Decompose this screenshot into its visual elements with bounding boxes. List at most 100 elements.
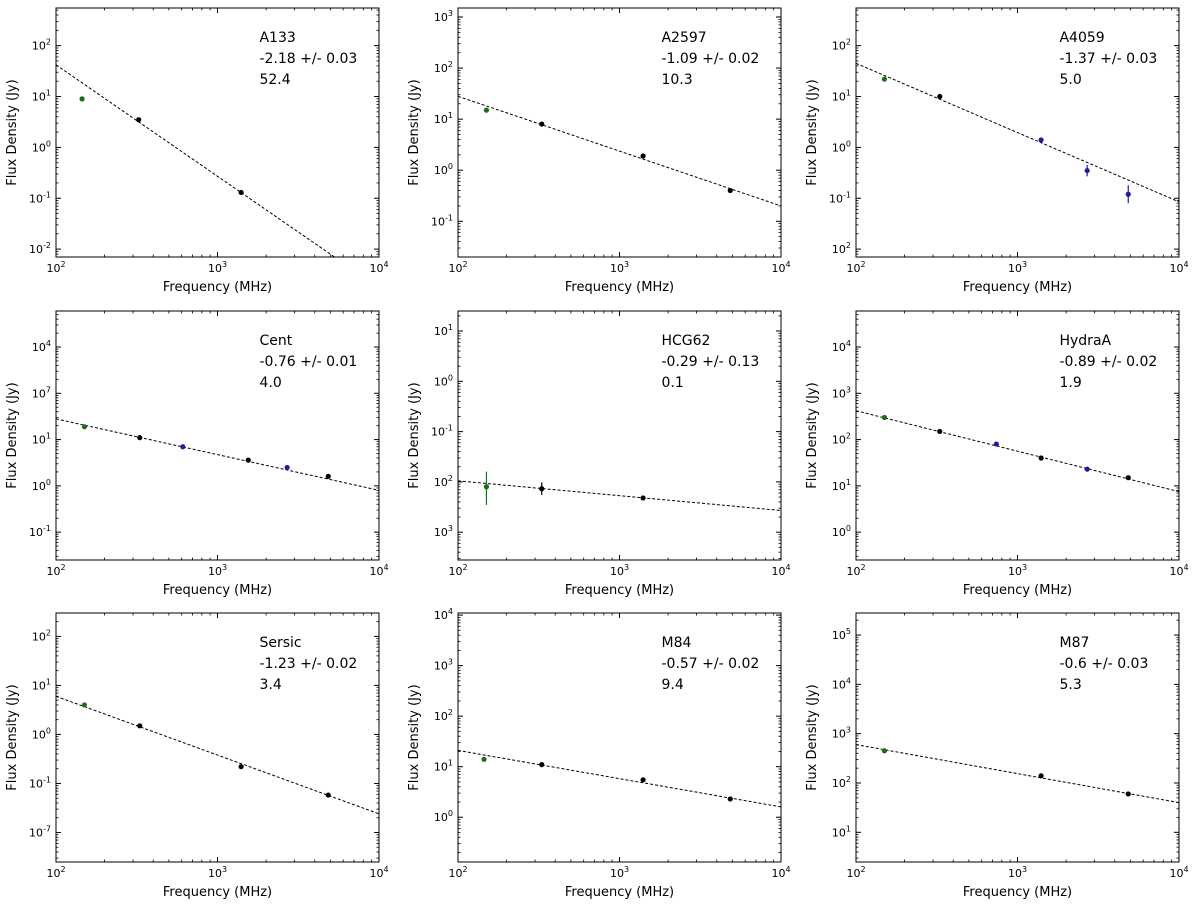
y-tick-exp: 0 [448, 162, 453, 171]
x-tick-label: 102 [46, 563, 65, 578]
y-tick-label: 100 [32, 139, 51, 154]
data-point [539, 761, 545, 768]
x-tick-base: 10 [846, 565, 860, 578]
x-tick-exp: 4 [1183, 865, 1188, 874]
x-tick-exp: 2 [60, 260, 65, 269]
x-axis-label: Frequency (MHz) [963, 280, 1072, 295]
y-tick-exp: 1 [846, 89, 851, 98]
fit-statistic: 0.1 [661, 375, 683, 391]
x-tick-base: 10 [846, 262, 860, 275]
y-tick-exp: 1 [846, 824, 851, 833]
y-axis-label: Flux Density (Jy) [805, 684, 820, 790]
y-tick-label: 10-1 [29, 524, 51, 539]
y-tick-label: 10-1 [829, 190, 851, 205]
y-tick-base: 10 [434, 526, 448, 539]
y-tick-base: 10 [32, 341, 46, 354]
x-tick-label: 104 [771, 260, 790, 275]
y-tick-base: 10 [32, 679, 46, 692]
x-tick-exp: 2 [860, 260, 865, 269]
y-tick-base: 10 [832, 728, 846, 741]
x-tick-base: 10 [1169, 262, 1183, 275]
cluster-name: A133 [259, 30, 295, 46]
y-tick-exp: -1 [843, 190, 851, 199]
y-tick-label: 102 [832, 775, 851, 790]
y-tick-exp: 3 [448, 524, 453, 533]
y-tick-label: 10-1 [431, 424, 453, 439]
x-tick-base: 10 [369, 867, 383, 880]
data-point [881, 76, 888, 82]
y-tick-base: 10 [434, 476, 448, 489]
fit-statistic: 1.9 [1059, 375, 1081, 391]
y-tick-exp: 0 [846, 524, 851, 533]
data-point [539, 486, 545, 492]
x-tick-label: 102 [448, 563, 467, 578]
y-tick-base: 10 [434, 609, 448, 622]
y-tick-exp: 2 [846, 241, 851, 250]
data-point [1125, 475, 1131, 481]
x-tick-label: 104 [1169, 563, 1188, 578]
y-tick-label: 104 [832, 676, 851, 691]
x-tick-exp: 3 [222, 260, 227, 269]
y-tick-exp: 1 [846, 478, 851, 487]
y-tick-label: 102 [832, 38, 851, 53]
y-tick-exp: 3 [846, 726, 851, 735]
data-point [481, 756, 487, 762]
y-tick-base: 10 [434, 811, 448, 824]
y-tick-base: 10 [431, 215, 445, 228]
x-tick-base: 10 [448, 262, 462, 275]
y-tick-base: 10 [32, 387, 46, 400]
y-tick-base: 10 [29, 526, 43, 539]
y-tick-label: 103 [434, 9, 453, 24]
data-point [137, 435, 143, 441]
plot-frame [457, 7, 782, 258]
y-tick-base: 10 [434, 325, 448, 338]
y-tick-label: 101 [32, 432, 51, 447]
y-tick-base: 10 [832, 387, 846, 400]
plot-frame [55, 310, 380, 561]
x-tick-exp: 3 [624, 260, 629, 269]
y-tick-label: 10-2 [29, 241, 51, 256]
y-tick-base: 10 [431, 426, 445, 439]
y-tick-base: 10 [434, 710, 448, 723]
data-point [640, 495, 646, 501]
x-tick-base: 10 [208, 262, 222, 275]
fit-line [458, 95, 781, 207]
data-point [79, 96, 85, 102]
y-tick-exp: 4 [46, 339, 51, 348]
data-point [1084, 466, 1090, 472]
data-point [284, 464, 290, 471]
y-tick-exp: 2 [448, 60, 453, 69]
x-axis-label: Frequency (MHz) [163, 583, 272, 598]
y-tick-exp: 7 [46, 385, 51, 394]
y-tick-exp: 0 [46, 478, 51, 487]
x-tick-label: 104 [771, 865, 790, 880]
x-tick-exp: 4 [1183, 563, 1188, 572]
x-tick-exp: 3 [1022, 865, 1027, 874]
x-tick-base: 10 [208, 867, 222, 880]
y-tick-base: 10 [32, 40, 46, 53]
x-tick-label: 104 [1169, 260, 1188, 275]
x-tick-label: 103 [208, 865, 227, 880]
data-point [640, 777, 646, 783]
x-axis-label: Frequency (MHz) [963, 885, 1072, 900]
y-tick-base: 10 [32, 728, 46, 741]
y-tick-base: 10 [832, 526, 846, 539]
x-tick-base: 10 [610, 565, 624, 578]
plot-frame [855, 7, 1180, 258]
y-tick-base: 10 [832, 434, 846, 447]
x-tick-label: 103 [1008, 865, 1027, 880]
plot-frame [457, 612, 782, 863]
y-tick-base: 10 [434, 11, 448, 24]
data-point [640, 153, 646, 159]
data-point [937, 428, 943, 435]
y-tick-exp: 1 [46, 432, 51, 441]
fit-statistic: 5.0 [1059, 72, 1081, 88]
y-tick-exp: 1 [448, 323, 453, 332]
y-tick-label: 100 [32, 478, 51, 493]
y-tick-label: 101 [832, 824, 851, 839]
y-tick-label: 101 [832, 89, 851, 104]
y-tick-label: 101 [832, 478, 851, 493]
